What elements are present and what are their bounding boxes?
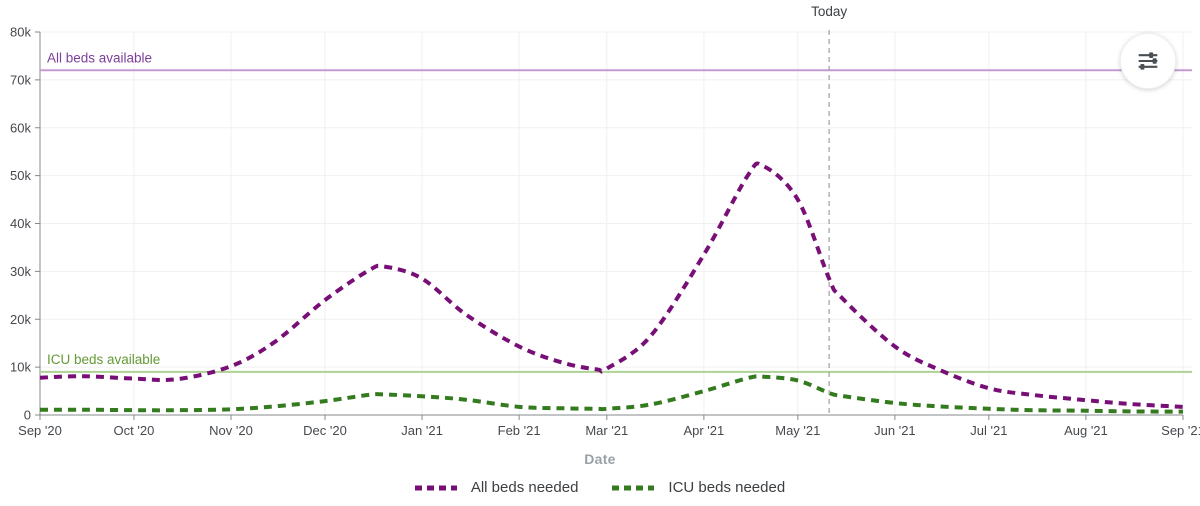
legend-label: All beds needed	[470, 479, 579, 496]
chart-settings-button[interactable]	[1120, 33, 1176, 89]
legend: All beds needed ICU beds needed	[0, 479, 1200, 496]
y-tick-label: 20k	[10, 312, 31, 327]
y-tick-label: 60k	[10, 120, 31, 135]
y-tick-label: 40k	[10, 216, 31, 231]
y-tick-label: 0	[24, 408, 31, 423]
y-tick-label: 50k	[10, 168, 31, 183]
y-tick-label: 80k	[10, 25, 31, 40]
x-tick-label: Dec '20	[303, 423, 347, 438]
x-tick-label: Jun '21	[874, 423, 916, 438]
x-tick-label: Oct '20	[114, 423, 155, 438]
legend-label: ICU beds needed	[668, 479, 786, 496]
icu-beds-available-label: ICU beds available	[47, 352, 160, 367]
x-tick-label: Jul '21	[970, 423, 1007, 438]
sliders-icon	[1138, 52, 1158, 70]
x-tick-label: Jan '21	[401, 423, 443, 438]
today-label: Today	[811, 4, 847, 19]
x-tick-label: Feb '21	[498, 423, 541, 438]
legend-dash-swatch	[612, 485, 655, 490]
x-axis-title: Date	[584, 451, 616, 467]
x-tick-label: Mar '21	[585, 423, 628, 438]
all-beds-available-label: All beds available	[47, 50, 152, 65]
chart-plot-area[interactable]: 0 10k 20k 30k 40k 50k 60k 70k 80k Sep '20 Oct '20 N…	[0, 0, 1200, 442]
x-tick-label: Sep '21	[1161, 423, 1200, 438]
legend-dash-swatch	[414, 485, 457, 490]
x-tick-label: Sep '20	[18, 423, 62, 438]
y-tick-label: 70k	[10, 72, 31, 87]
x-tick-label: Aug '21	[1064, 423, 1108, 438]
grid-lines	[40, 31, 1192, 415]
legend-item-icu-beds-needed[interactable]: ICU beds needed	[612, 479, 785, 496]
y-tick-label: 30k	[10, 264, 31, 279]
x-tick-label: Nov '20	[209, 423, 253, 438]
x-tick-label: May '21	[775, 423, 820, 438]
series-all-beds-needed	[39, 161, 1184, 409]
x-tick-label: Apr '21	[683, 423, 724, 438]
y-tick-label: 10k	[10, 360, 31, 375]
axes	[35, 31, 1184, 420]
legend-item-all-beds-needed[interactable]: All beds needed	[414, 479, 579, 496]
